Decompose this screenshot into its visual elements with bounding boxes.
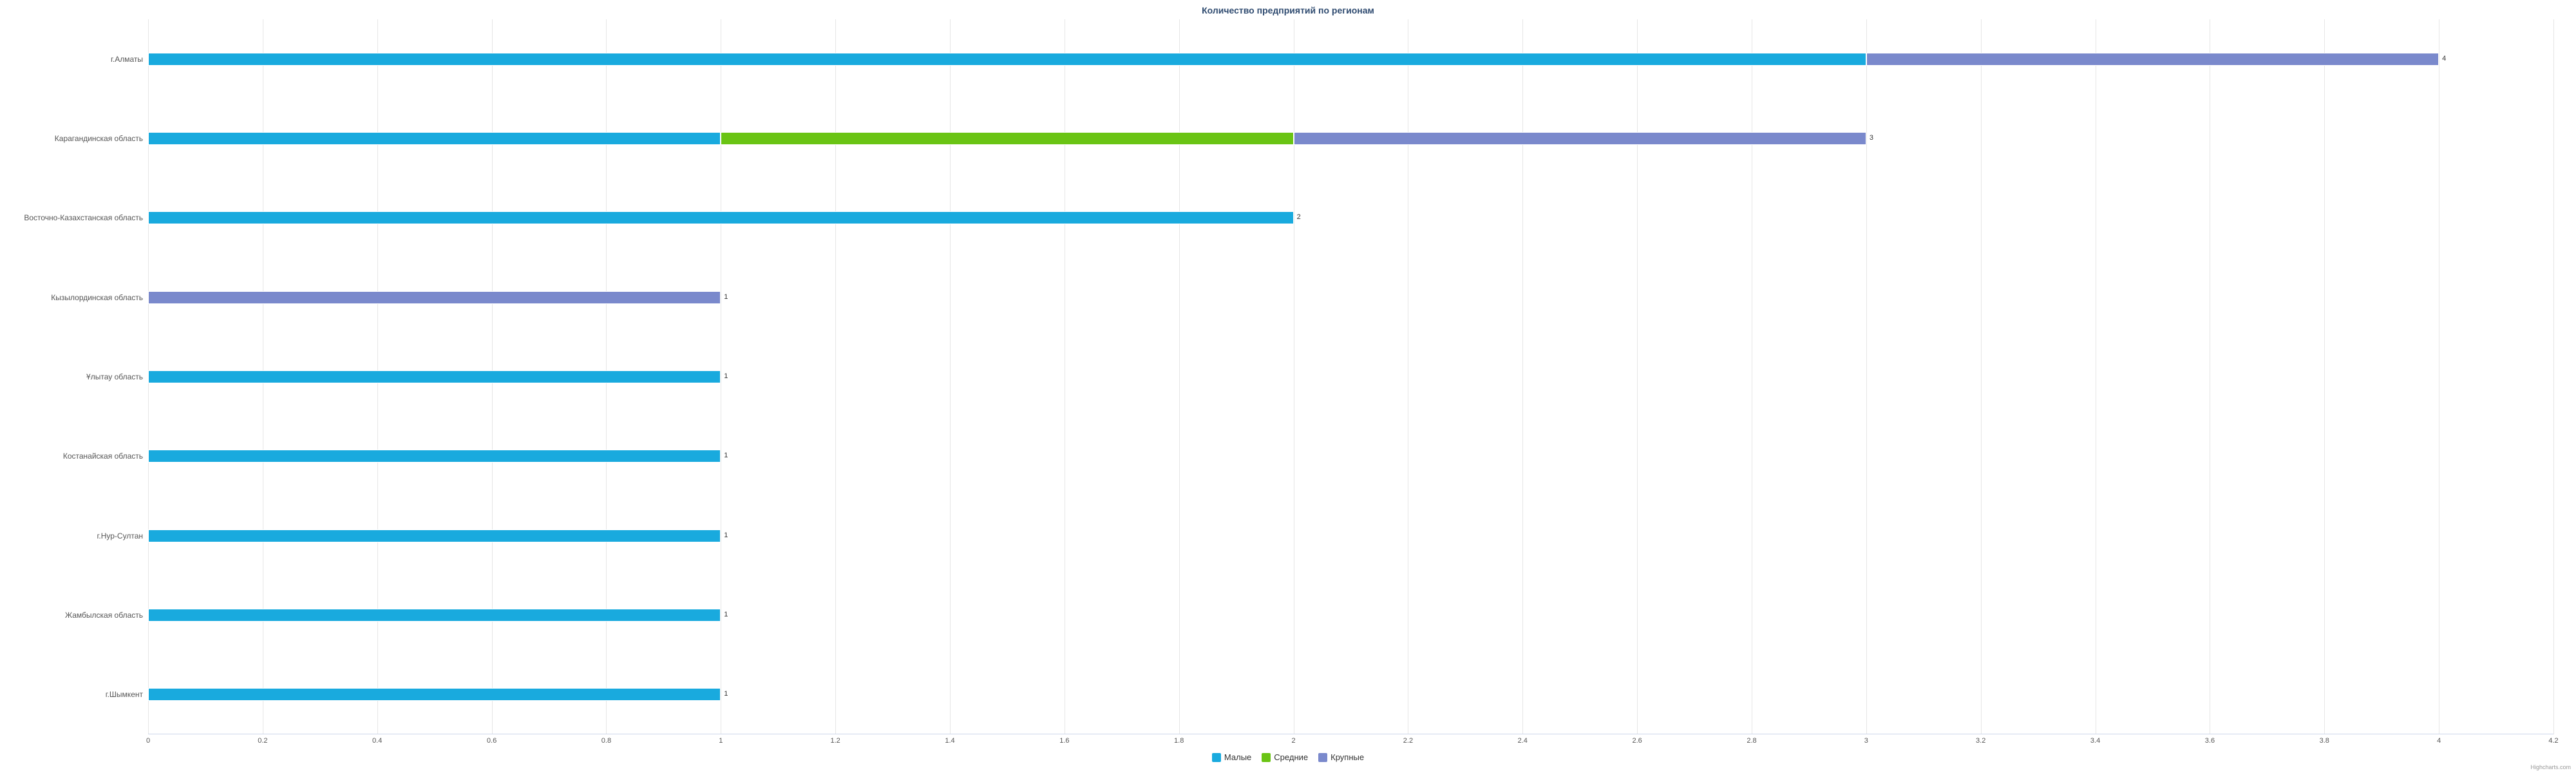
bar-segment[interactable] [148, 530, 721, 542]
y-axis-category-label: г.Алматы [111, 55, 148, 64]
bar-row [148, 530, 2553, 542]
legend: Малые Средние Крупные [0, 752, 2576, 764]
legend-swatch [1318, 753, 1327, 762]
bar-segment[interactable] [148, 132, 721, 145]
legend-item[interactable]: Средние [1262, 752, 1308, 762]
legend-item[interactable]: Малые [1212, 752, 1251, 762]
legend-swatch [1262, 753, 1271, 762]
bar-row [148, 609, 2553, 622]
y-axis-category-label: Восточно-Казахстанская область [24, 213, 148, 222]
x-axis-tick-label: 3.6 [2205, 737, 2215, 745]
bar-segment[interactable] [148, 370, 721, 383]
x-axis-tick-label: 2.8 [1747, 737, 1756, 745]
x-axis-tick-label: 0.4 [372, 737, 382, 745]
credits-link[interactable]: Highcharts.com [2530, 764, 2571, 770]
bar-segment[interactable] [1294, 132, 1866, 145]
y-axis-category-label: Ұлытау область [86, 372, 148, 381]
chart-title: Количество предприятий по регионам [0, 0, 2576, 19]
bar-row [148, 370, 2553, 383]
y-axis-category-label: г.Нур-Султан [97, 531, 148, 540]
x-axis-tick-label: 3.2 [1976, 737, 1985, 745]
legend-item[interactable]: Крупные [1318, 752, 1364, 762]
y-axis-category-label: Карагандинская область [55, 134, 148, 143]
x-axis-tick-label: 0.8 [601, 737, 611, 745]
x-axis-tick-label: 3.8 [2320, 737, 2329, 745]
bar-row [148, 688, 2553, 701]
bar-segment[interactable] [148, 291, 721, 304]
x-axis-tick-label: 0 [146, 737, 150, 745]
x-axis-tick-label: 1.4 [945, 737, 954, 745]
bar-total-label: 1 [724, 690, 728, 698]
plot-area: 00.20.40.60.811.21.41.61.822.22.42.62.83… [148, 19, 2553, 734]
bar-total-label: 4 [2442, 55, 2446, 62]
bar-segment[interactable] [148, 211, 1294, 224]
bar-total-label: 2 [1297, 213, 1301, 221]
bar-total-label: 1 [724, 611, 728, 618]
bar-segment[interactable] [148, 53, 1866, 66]
bar-segment[interactable] [148, 609, 721, 622]
x-axis-tick-label: 1.8 [1174, 737, 1184, 745]
bar-row [148, 450, 2553, 463]
y-axis-category-label: Жамбылская область [65, 611, 148, 620]
bar-row [148, 132, 2553, 145]
x-axis-tick-label: 2.2 [1403, 737, 1413, 745]
x-axis-tick-label: 2.4 [1518, 737, 1528, 745]
legend-label: Средние [1274, 752, 1308, 762]
bar-total-label: 1 [724, 293, 728, 301]
x-axis-tick-label: 2.6 [1632, 737, 1642, 745]
legend-swatch [1212, 753, 1221, 762]
bar-total-label: 3 [1870, 134, 1873, 142]
x-axis-tick-label: 0.2 [258, 737, 267, 745]
chart-container: Количество предприятий по регионам 0 0.2 0… [0, 0, 2576, 773]
legend-label: Крупные [1331, 752, 1364, 762]
x-axis-tick-label: 3.4 [2090, 737, 2100, 745]
bar-total-label: 1 [724, 372, 728, 380]
gridline [2553, 19, 2554, 734]
x-axis-tick-label: 2 [1292, 737, 1296, 745]
bar-segment[interactable] [148, 688, 721, 701]
x-axis-tick-label: 0.6 [487, 737, 497, 745]
bar-total-label: 1 [724, 531, 728, 539]
x-axis-tick-label: 4.2 [2548, 737, 2558, 745]
x-axis-tick-label: 3 [1864, 737, 1868, 745]
x-axis-tick-label: 1.6 [1059, 737, 1069, 745]
y-axis-category-label: Костанайская область [63, 452, 148, 461]
legend-label: Малые [1224, 752, 1251, 762]
x-axis-tick-label: 1 [719, 737, 723, 745]
bar-row [148, 53, 2553, 66]
bar-segment[interactable] [148, 450, 721, 463]
bar-row [148, 291, 2553, 304]
x-axis-tick-label: 4 [2437, 737, 2441, 745]
bar-total-label: 1 [724, 452, 728, 459]
bar-row [148, 211, 2553, 224]
bar-segment[interactable] [721, 132, 1293, 145]
bar-segment[interactable] [1866, 53, 2439, 66]
y-axis-category-label: Кызылординская область [51, 293, 148, 302]
y-axis-category-label: г.Шымкент [106, 690, 148, 699]
x-axis-tick-label: 1.2 [830, 737, 840, 745]
